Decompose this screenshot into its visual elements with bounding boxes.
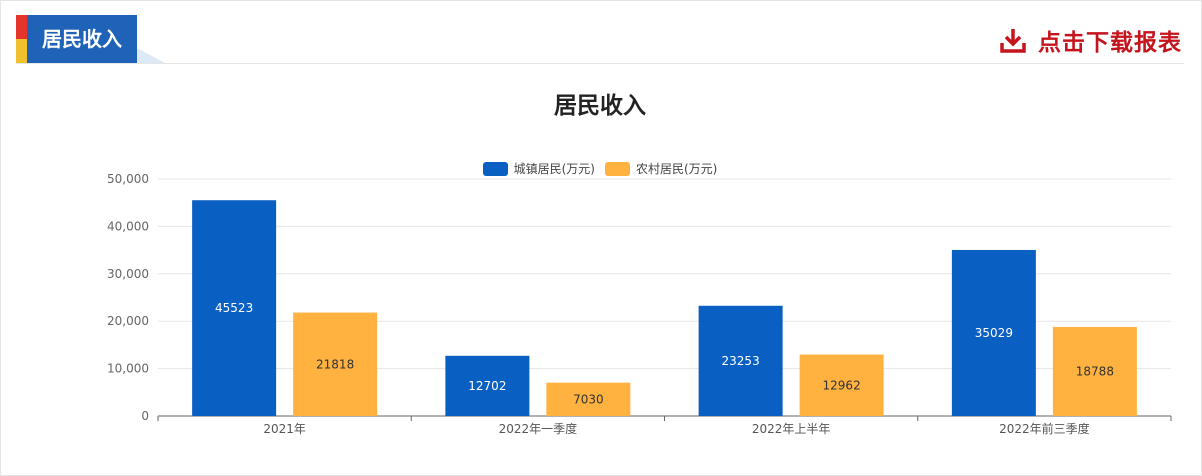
data-label-rural: 12962 xyxy=(823,378,861,392)
data-label-urban: 12702 xyxy=(468,379,506,393)
tab-accent-red xyxy=(16,15,27,39)
data-label-urban: 23253 xyxy=(722,354,760,368)
y-tick-label: 20,000 xyxy=(107,314,149,328)
bar-rural xyxy=(293,312,378,416)
section-tab xyxy=(27,15,137,63)
bar-rural xyxy=(1052,326,1137,416)
download-icon xyxy=(1000,29,1026,53)
legend-item-rural[interactable]: 农村居民(万元) xyxy=(605,160,717,177)
bar-urban xyxy=(698,305,783,416)
data-label-rural: 21818 xyxy=(316,357,354,371)
bar-urban xyxy=(192,200,277,416)
data-label-urban: 45523 xyxy=(215,301,253,315)
bar-urban xyxy=(445,355,530,416)
legend-swatch-urban xyxy=(482,161,508,176)
header-divider xyxy=(16,63,1184,64)
tab-accent-yellow xyxy=(16,39,27,63)
x-tick-label: 2022年一季度 xyxy=(499,421,578,436)
y-tick-label: 40,000 xyxy=(107,219,149,233)
y-tick-label: 0 xyxy=(141,409,149,423)
download-report-button[interactable]: 点击下载报表 xyxy=(1000,20,1182,60)
download-report-label: 点击下载报表 xyxy=(1038,30,1182,56)
tab-tail-decoration xyxy=(137,48,165,63)
bar-urban xyxy=(951,249,1036,416)
legend-label-rural: 农村居民(万元) xyxy=(636,162,718,176)
x-tick-label: 2021年 xyxy=(263,422,306,436)
y-tick-label: 50,000 xyxy=(107,172,149,186)
x-tick-label: 2022年前三季度 xyxy=(999,421,1090,436)
section-tab-label: 居民收入 xyxy=(42,27,122,51)
legend-swatch-rural xyxy=(605,161,630,176)
data-label-rural: 7030 xyxy=(573,392,604,406)
bar-rural xyxy=(546,382,631,416)
legend-item-urban[interactable]: 城镇居民(万元) xyxy=(482,160,595,177)
data-label-rural: 18788 xyxy=(1076,364,1114,378)
y-tick-label: 30,000 xyxy=(107,267,149,281)
x-tick-label: 2022年上半年 xyxy=(752,422,831,436)
y-tick-label: 10,000 xyxy=(107,362,149,376)
data-label-urban: 35029 xyxy=(975,326,1013,340)
chart-legend: 城镇居民(万元) 农村居民(万元) xyxy=(0,160,1200,177)
chart-title: 居民收入 xyxy=(554,93,646,119)
legend-label-urban: 城镇居民(万元) xyxy=(513,162,595,176)
bar-rural xyxy=(799,354,884,416)
